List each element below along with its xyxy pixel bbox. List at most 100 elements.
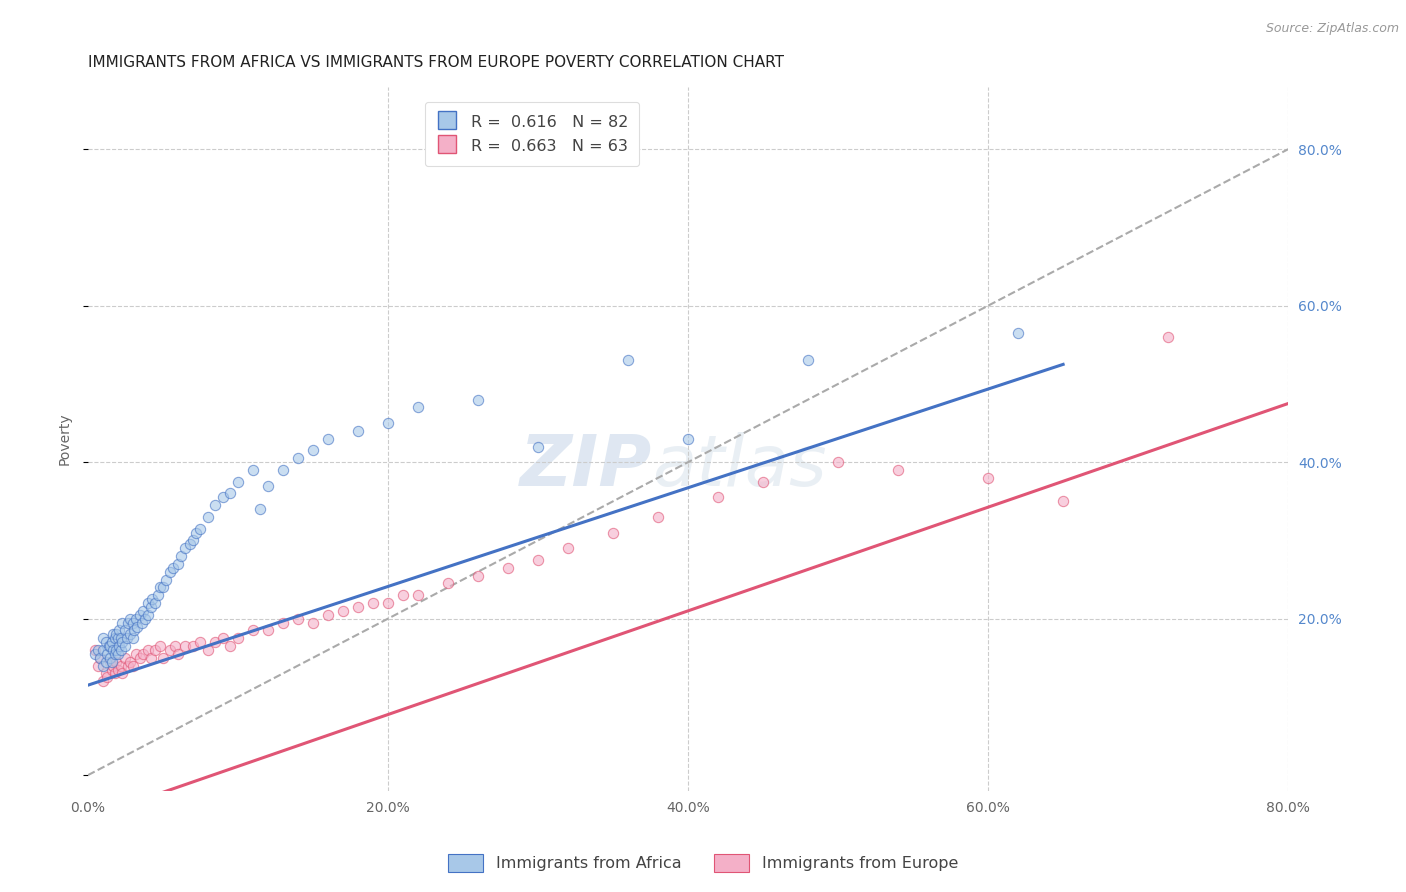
Point — [827, 455, 849, 469]
Point — [361, 596, 384, 610]
Point — [94, 635, 117, 649]
Point — [676, 432, 699, 446]
Point — [125, 612, 148, 626]
Point — [129, 650, 152, 665]
Point — [163, 639, 186, 653]
Point — [84, 647, 107, 661]
Point — [347, 424, 370, 438]
Point — [170, 549, 193, 563]
Point — [179, 537, 201, 551]
Point — [110, 643, 132, 657]
Point — [174, 541, 197, 556]
Point — [97, 639, 120, 653]
Point — [184, 525, 207, 540]
Point — [197, 643, 219, 657]
Point — [91, 674, 114, 689]
Legend: R =  0.616   N = 82, R =  0.663   N = 63: R = 0.616 N = 82, R = 0.663 N = 63 — [425, 102, 640, 167]
Point — [1052, 494, 1074, 508]
Point — [148, 588, 170, 602]
Point — [136, 596, 159, 610]
Point — [110, 632, 132, 646]
Point — [212, 491, 235, 505]
Point — [271, 463, 294, 477]
Point — [101, 635, 124, 649]
Point — [152, 581, 174, 595]
Point — [557, 541, 579, 556]
Point — [377, 416, 399, 430]
Legend: Immigrants from Africa, Immigrants from Europe: Immigrants from Africa, Immigrants from … — [440, 847, 966, 880]
Point — [707, 491, 730, 505]
Point — [105, 655, 128, 669]
Point — [96, 670, 118, 684]
Point — [377, 596, 399, 610]
Point — [226, 632, 249, 646]
Point — [89, 650, 111, 665]
Point — [91, 643, 114, 657]
Point — [219, 639, 242, 653]
Point — [105, 643, 128, 657]
Point — [752, 475, 775, 489]
Point — [1157, 330, 1180, 344]
Point — [190, 635, 212, 649]
Point — [204, 635, 226, 649]
Point — [118, 655, 141, 669]
Point — [87, 658, 110, 673]
Point — [107, 647, 129, 661]
Point — [152, 650, 174, 665]
Point — [347, 599, 370, 614]
Point — [316, 607, 339, 622]
Point — [226, 475, 249, 489]
Point — [617, 353, 640, 368]
Point — [114, 624, 136, 638]
Point — [125, 647, 148, 661]
Y-axis label: Poverty: Poverty — [58, 412, 72, 465]
Point — [134, 612, 156, 626]
Point — [96, 647, 118, 661]
Point — [155, 573, 177, 587]
Point — [117, 615, 139, 630]
Point — [132, 604, 155, 618]
Point — [127, 619, 149, 633]
Point — [257, 624, 280, 638]
Point — [103, 627, 125, 641]
Point — [527, 440, 550, 454]
Point — [107, 632, 129, 646]
Point — [98, 655, 121, 669]
Point — [190, 522, 212, 536]
Point — [257, 478, 280, 492]
Point — [110, 658, 132, 673]
Point — [124, 624, 146, 638]
Text: Source: ZipAtlas.com: Source: ZipAtlas.com — [1265, 22, 1399, 36]
Point — [101, 663, 124, 677]
Point — [105, 627, 128, 641]
Text: IMMIGRANTS FROM AFRICA VS IMMIGRANTS FROM EUROPE POVERTY CORRELATION CHART: IMMIGRANTS FROM AFRICA VS IMMIGRANTS FRO… — [87, 55, 785, 70]
Point — [118, 612, 141, 626]
Point — [204, 498, 226, 512]
Point — [111, 666, 134, 681]
Point — [162, 561, 184, 575]
Point — [98, 639, 121, 653]
Point — [167, 557, 190, 571]
Point — [121, 658, 143, 673]
Point — [197, 510, 219, 524]
Point — [287, 612, 309, 626]
Point — [496, 561, 519, 575]
Point — [302, 615, 325, 630]
Point — [121, 632, 143, 646]
Point — [111, 615, 134, 630]
Point — [242, 624, 264, 638]
Point — [98, 650, 121, 665]
Point — [181, 533, 204, 548]
Point — [114, 650, 136, 665]
Point — [129, 607, 152, 622]
Point — [647, 510, 669, 524]
Point — [149, 581, 172, 595]
Text: atlas: atlas — [652, 433, 827, 501]
Point — [242, 463, 264, 477]
Point — [392, 588, 415, 602]
Point — [406, 401, 429, 415]
Point — [139, 650, 162, 665]
Point — [87, 643, 110, 657]
Point — [91, 658, 114, 673]
Point — [887, 463, 910, 477]
